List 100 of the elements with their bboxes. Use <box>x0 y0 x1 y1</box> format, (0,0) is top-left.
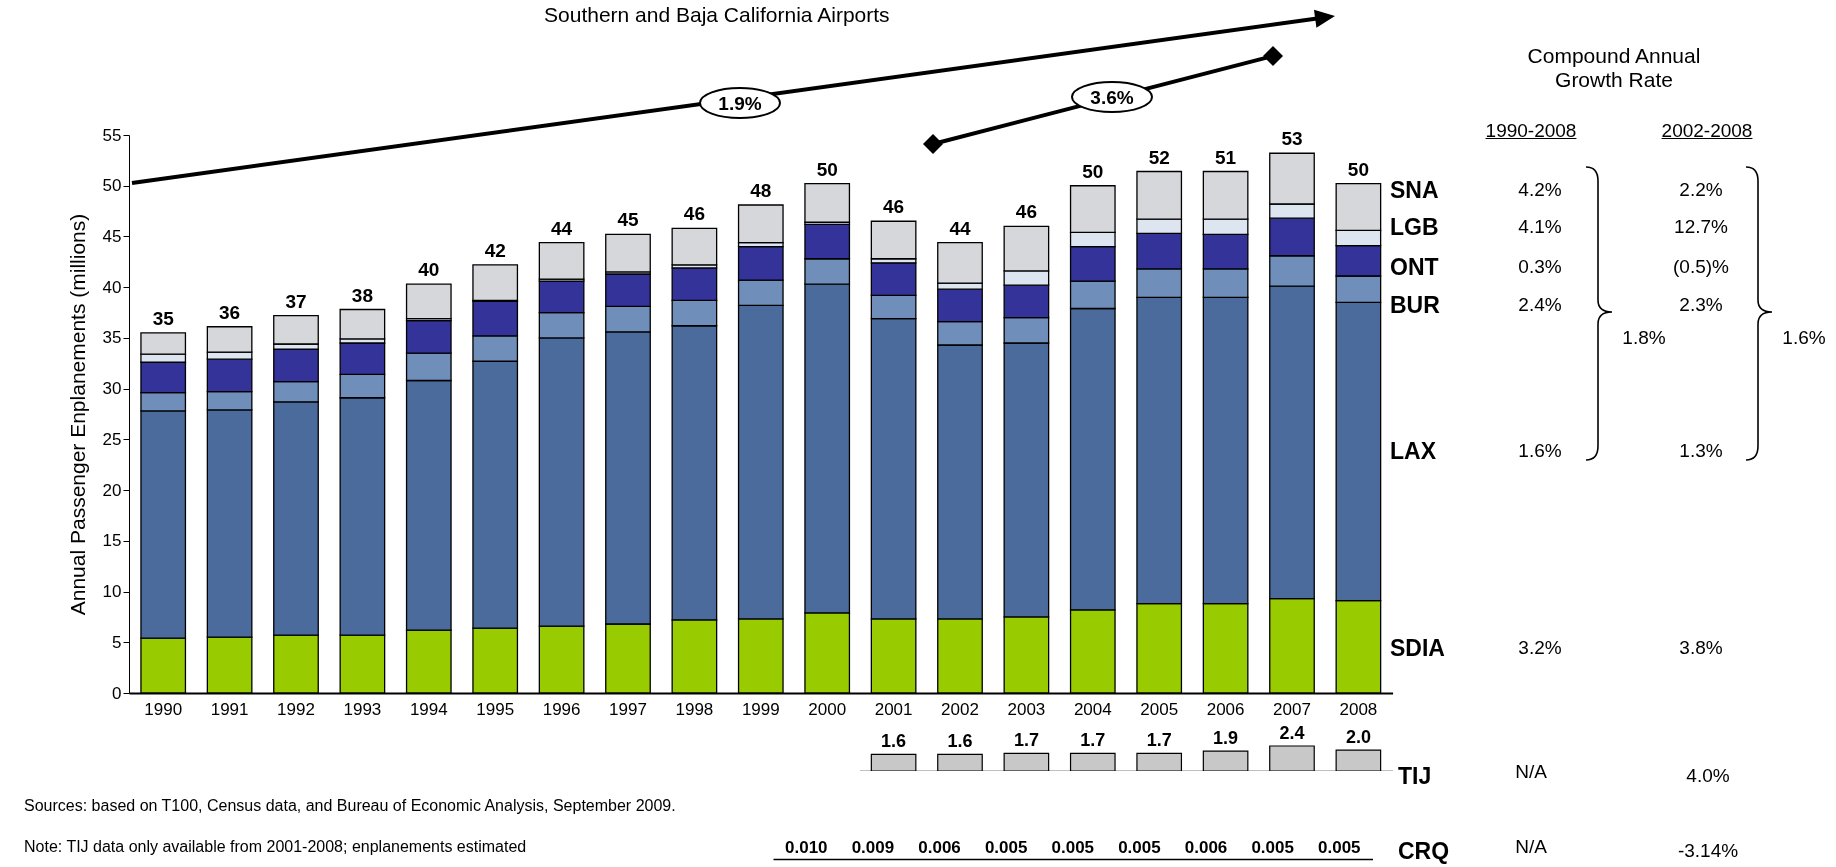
text: N/A <box>1515 836 1547 858</box>
total-label: 46 <box>683 203 705 225</box>
text: Compound Annual Growth Rate <box>1526 44 1702 92</box>
source-note: Sources: based on T100, Census data, and Bureau of Economic Analysis, September 2009. <box>24 797 677 815</box>
text: CRQ <box>1398 837 1450 865</box>
data-label: 1.6 <box>947 731 973 752</box>
y-tick-label: 50 <box>102 176 122 196</box>
text: 0.006 <box>918 838 961 857</box>
y-tick-label: 55 <box>102 125 122 145</box>
text: 0.005 <box>1118 838 1161 857</box>
text: N/A <box>1515 761 1547 783</box>
text: 0.010 <box>785 838 828 857</box>
text: 2.2% <box>1679 179 1723 201</box>
y-tick-label: 40 <box>102 277 122 297</box>
x-tick-label: 1992 <box>277 699 315 719</box>
x-tick-label: 2001 <box>874 699 913 719</box>
y-tick-label: 5 <box>112 632 122 652</box>
y-tick-label: 20 <box>102 480 122 500</box>
total-label: 46 <box>883 196 905 218</box>
text: 1.3% <box>1679 440 1723 462</box>
y-axis-title: Annual Passenger Enplanements (millions) <box>65 213 89 616</box>
text: 0.006 <box>1184 838 1228 857</box>
data-label: 1.7 <box>1080 730 1106 751</box>
y-tick-label: 45 <box>102 226 122 246</box>
x-tick-label: 2002 <box>941 699 979 719</box>
text: 2.4% <box>1518 294 1562 316</box>
x-tick-label: 1991 <box>210 699 249 719</box>
series-label: ONT <box>1390 253 1439 281</box>
x-tick-label: 1998 <box>675 699 714 719</box>
series-label: SDIA <box>1390 634 1445 662</box>
text: 1.6% <box>1518 440 1562 462</box>
total-label: 35 <box>152 307 175 329</box>
x-tick-label: 2006 <box>1206 699 1245 719</box>
total-label: 40 <box>418 259 440 281</box>
series-label: LGB <box>1390 213 1439 241</box>
text: 4.1% <box>1518 216 1562 238</box>
text: TIJ <box>1398 762 1432 790</box>
text: 3.2% <box>1518 637 1562 659</box>
total-label: 44 <box>551 217 573 239</box>
x-tick-label: 2007 <box>1273 699 1311 719</box>
total-label: 50 <box>816 158 838 180</box>
series-label: LAX <box>1390 437 1436 465</box>
total-label: 46 <box>1015 201 1037 223</box>
total-label: 50 <box>1347 158 1369 180</box>
total-label: 48 <box>750 180 772 201</box>
text: 1.6% <box>1782 327 1826 349</box>
y-tick-label: 10 <box>102 582 122 602</box>
total-label: 52 <box>1148 146 1170 168</box>
y-tick-label: 25 <box>102 429 122 449</box>
data-label: 1.9 <box>1213 728 1239 749</box>
y-tick-label: 15 <box>102 531 122 551</box>
text: 4.0% <box>1686 765 1730 787</box>
text: 0.005 <box>1051 838 1095 857</box>
y-tick-label: 0 <box>112 683 122 703</box>
data-label: 2.0 <box>1345 727 1371 748</box>
text: 0.005 <box>984 838 1028 857</box>
x-tick-label: 1995 <box>476 699 515 719</box>
total-label: 42 <box>484 239 506 261</box>
x-tick-label: 2005 <box>1140 699 1179 719</box>
total-label: 51 <box>1215 146 1237 168</box>
text: 12.7% <box>1674 216 1728 238</box>
total-label: 44 <box>949 217 971 239</box>
x-tick-label: 1996 <box>542 699 581 719</box>
x-tick-label: 1999 <box>741 699 780 719</box>
data-label: 2.4 <box>1279 723 1305 743</box>
text: 3.8% <box>1679 637 1723 659</box>
total-label: 38 <box>351 284 373 306</box>
text: 4.2% <box>1518 179 1562 201</box>
x-tick-label: 1993 <box>343 699 382 719</box>
text: 0.009 <box>851 838 895 857</box>
text: Note: TIJ data only available from 2001-2008; enplanements estimated <box>24 838 527 855</box>
text: 0.005 <box>1318 838 1361 857</box>
text: 1990-2008 <box>1485 120 1577 142</box>
data-label: 1.7 <box>1013 730 1039 751</box>
text: 0.005 <box>1251 838 1294 857</box>
text: -3.14% <box>1677 840 1739 862</box>
x-tick-label: 2004 <box>1073 699 1112 719</box>
total-label: 50 <box>1082 160 1104 182</box>
data-label: 1.7 <box>1146 730 1172 751</box>
total-label: 45 <box>617 209 639 231</box>
series-label: SNA <box>1390 176 1439 204</box>
y-tick-label: 30 <box>102 379 122 399</box>
total-label: 53 <box>1281 128 1303 150</box>
text: 2002-2008 <box>1661 120 1753 142</box>
text: 0.3% <box>1518 256 1562 278</box>
text: 3.6% <box>1090 87 1134 108</box>
x-tick-label: 2000 <box>808 699 847 719</box>
x-tick-label: 1994 <box>409 699 448 719</box>
text: 1.8% <box>1622 327 1666 349</box>
x-tick-label: 2008 <box>1339 699 1378 719</box>
series-label: BUR <box>1390 291 1440 319</box>
text: (0.5)% <box>1673 256 1729 278</box>
x-tick-label: 1997 <box>609 699 647 719</box>
total-label: 37 <box>285 290 307 312</box>
x-tick-label: 2003 <box>1007 699 1046 719</box>
text: 1.9% <box>718 93 762 114</box>
data-label: 1.6 <box>881 731 907 752</box>
total-label: 36 <box>219 301 241 323</box>
chart-title: Southern and Baja California Airports <box>544 3 890 26</box>
text: 2.3% <box>1679 294 1723 316</box>
